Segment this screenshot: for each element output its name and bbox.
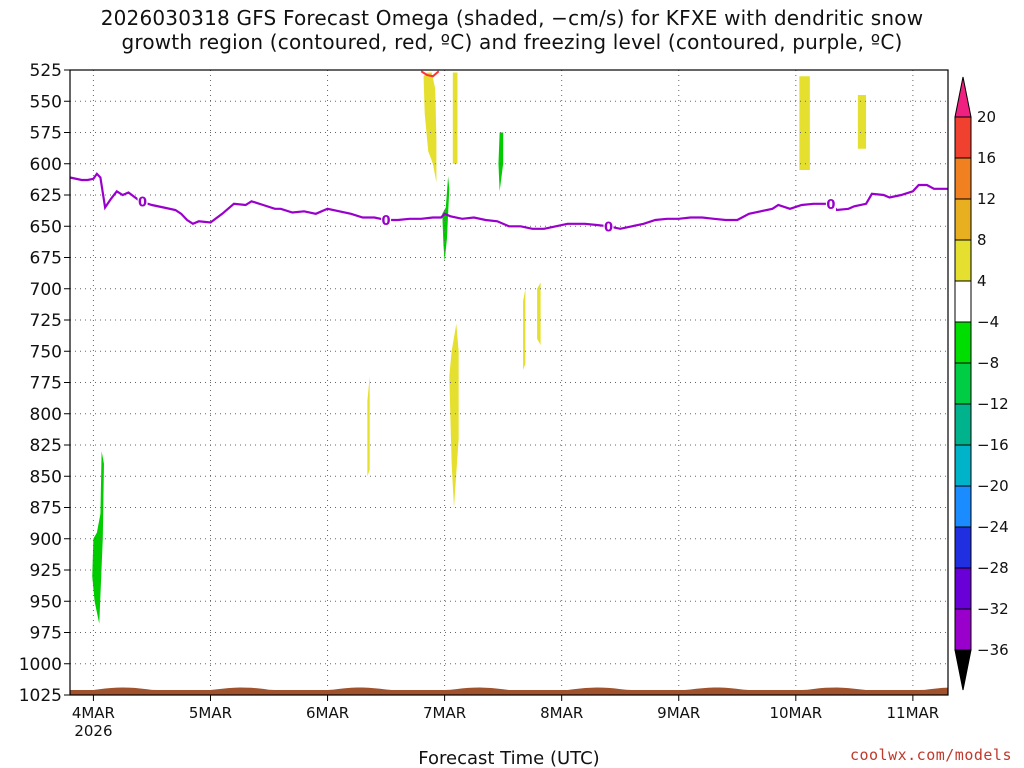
omega-shaded-region-4 (452, 72, 458, 164)
colorbar-label-10: 8 (977, 231, 987, 249)
grid-layer (70, 70, 948, 695)
x-tick-label-3: 7MAR (423, 704, 466, 722)
omega-shaded-region-5 (449, 323, 459, 508)
site-credit: coolwx.com/models (849, 746, 1012, 764)
chart-title-line-2: growth region (contoured, red, ºC) and f… (121, 30, 903, 54)
omega-shading-layer (92, 72, 867, 624)
freezing-level-contour (69, 172, 948, 230)
colorbar-swatch-8 (954, 280, 972, 323)
omega-shaded-region-10 (857, 95, 867, 149)
colorbar-swatch-12 (954, 116, 972, 159)
y-tick-label-3: 600 (30, 155, 62, 175)
y-tick-label-14: 875 (30, 499, 62, 519)
y-tick-label-1: 550 (30, 92, 62, 112)
omega-shaded-region-9 (799, 76, 810, 170)
pressure-axis: 525 550 575 600 625 650 675 700 725 750 775 800 825 8… (19, 61, 70, 706)
colorbar-swatch-10 (954, 198, 972, 241)
colorbar-high-end (954, 76, 972, 118)
colorbar-label-6: −12 (977, 395, 1009, 413)
chart-title: 2026030318 GFS Forecast Omega (shaded, −… (0, 6, 1024, 54)
colorbar-label-4: −20 (977, 477, 1009, 495)
x-tick-label-0: 4MAR (72, 704, 115, 722)
freezing-level-label-2: 0 (604, 220, 613, 235)
colorbar-swatch-2 (954, 526, 972, 569)
y-tick-label-7: 700 (30, 280, 62, 300)
colorbar-swatch-4 (954, 444, 972, 487)
y-tick-label-15: 900 (30, 530, 62, 550)
y-tick-label-16: 925 (30, 561, 62, 581)
contour-layer: 0 0 0 0 (69, 70, 948, 235)
y-tick-label-17: 950 (30, 592, 62, 612)
x-tick-label-1: 5MAR (189, 704, 232, 722)
colorbar-label-3: −24 (977, 518, 1009, 536)
omega-shaded-region-6 (367, 376, 370, 477)
omega-shaded-region-1 (442, 176, 450, 262)
y-tick-label-11: 800 (30, 405, 62, 425)
y-tick-label-12: 825 (30, 436, 62, 456)
freezing-level-label-3: 0 (826, 198, 835, 213)
omega-shaded-region-8 (537, 282, 541, 345)
colorbar-label-2: −28 (977, 559, 1009, 577)
terrain-layer (70, 687, 948, 695)
y-tick-label-9: 750 (30, 342, 62, 362)
x-tick-label-2: 6MAR (306, 704, 349, 722)
freezing-level-label-bg-3 (825, 195, 836, 211)
y-tick-label-8: 725 (30, 311, 62, 331)
freezing-level-label-bg-0 (137, 193, 148, 209)
omega-shaded-region-0 (92, 451, 104, 624)
y-tick-label-20: 1025 (19, 686, 62, 706)
x-tick-label-7: 11MAR (887, 704, 940, 722)
colorbar-label-7: −8 (977, 354, 999, 372)
x-axis-title: Forecast Time (UTC) (418, 748, 599, 768)
y-tick-label-13: 850 (30, 467, 62, 487)
colorbar-low-end (954, 649, 972, 691)
colorbar-label-8: −4 (977, 313, 999, 331)
colorbar-swatch-6 (954, 362, 972, 405)
colorbar-label-11: 12 (977, 190, 996, 208)
colorbar: −36 −32 −28 −24 −20 −16 −12 −8 −4 4 8 12 16 20 (954, 76, 1009, 691)
plot-frame (69, 69, 949, 696)
y-tick-label-5: 650 (30, 217, 62, 237)
colorbar-swatch-5 (954, 403, 972, 446)
y-tick-label-19: 1000 (19, 655, 62, 675)
y-tick-label-6: 675 (30, 249, 62, 269)
omega-shaded-region-7 (523, 288, 526, 370)
x-tick-label-4: 8MAR (540, 704, 583, 722)
x-tick-label-6: 10MAR (769, 704, 822, 722)
colorbar-swatch-3 (954, 485, 972, 528)
colorbar-label-1: −32 (977, 600, 1009, 618)
colorbar-label-9: 4 (977, 272, 987, 290)
omega-shaded-region-3 (423, 72, 437, 183)
freezing-level-label-bg-1 (381, 212, 392, 227)
freezing-level-label-0: 0 (138, 195, 147, 210)
x-tick-label-0-sub: 2026 (74, 722, 112, 740)
y-tick-label-0: 525 (30, 61, 62, 81)
dendritic-growth-contour (420, 70, 440, 78)
freezing-level-label-1: 0 (382, 214, 391, 229)
colorbar-swatch-11 (954, 157, 972, 200)
chart-title-line-1: 2026030318 GFS Forecast Omega (shaded, −… (100, 6, 924, 30)
freezing-level-label-bg-2 (603, 218, 614, 234)
y-tick-label-2: 575 (30, 124, 62, 144)
terrain-surface (70, 687, 948, 695)
colorbar-label-12: 16 (977, 149, 996, 167)
colorbar-label-5: −16 (977, 436, 1009, 454)
y-tick-label-10: 775 (30, 374, 62, 394)
x-tick-label-5: 9MAR (657, 704, 700, 722)
y-tick-label-4: 625 (30, 186, 62, 206)
colorbar-label-0: −36 (977, 641, 1009, 659)
omega-shaded-region-2 (498, 132, 504, 192)
colorbar-label-13: 20 (977, 108, 996, 126)
colorbar-swatch-9 (954, 239, 972, 282)
colorbar-swatch-1 (954, 567, 972, 610)
colorbar-swatch-0 (954, 608, 972, 651)
colorbar-swatch-7 (954, 321, 972, 364)
y-tick-label-18: 975 (30, 624, 62, 644)
